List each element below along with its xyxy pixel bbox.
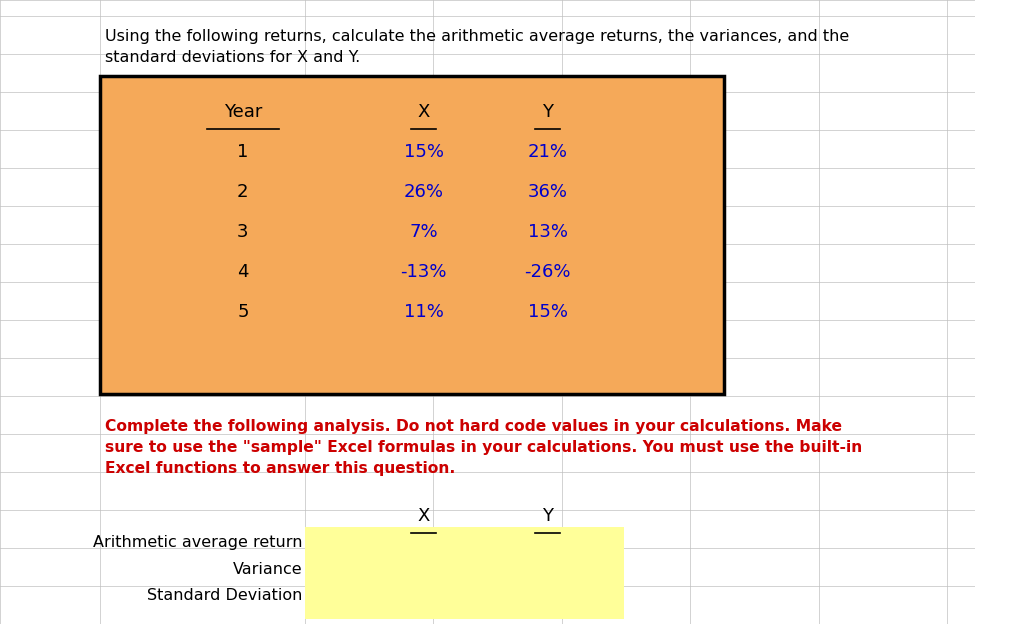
Text: 15%: 15% (527, 303, 567, 321)
FancyBboxPatch shape (305, 527, 624, 619)
Text: 36%: 36% (527, 183, 567, 201)
Text: 7%: 7% (410, 223, 438, 241)
Text: 1: 1 (238, 143, 249, 161)
Text: 11%: 11% (403, 303, 443, 321)
Text: 5: 5 (238, 303, 249, 321)
Text: 13%: 13% (527, 223, 567, 241)
Text: Y: Y (542, 507, 553, 525)
Text: Arithmetic average return: Arithmetic average return (93, 535, 303, 550)
Text: Year: Year (223, 103, 262, 121)
FancyBboxPatch shape (100, 76, 724, 394)
Text: -26%: -26% (524, 263, 570, 281)
Text: -13%: -13% (400, 263, 447, 281)
Text: Variance: Variance (233, 562, 303, 577)
Text: 2: 2 (238, 183, 249, 201)
Text: Standard Deviation: Standard Deviation (147, 588, 303, 603)
Text: 4: 4 (238, 263, 249, 281)
Text: 15%: 15% (403, 143, 443, 161)
Text: 3: 3 (238, 223, 249, 241)
Text: X: X (418, 103, 430, 121)
Text: Y: Y (542, 103, 553, 121)
Text: X: X (418, 507, 430, 525)
Text: 26%: 26% (403, 183, 443, 201)
Text: Using the following returns, calculate the arithmetic average returns, the varia: Using the following returns, calculate t… (104, 29, 849, 65)
Text: Complete the following analysis. Do not hard code values in your calculations. M: Complete the following analysis. Do not … (104, 419, 862, 476)
Text: 21%: 21% (527, 143, 567, 161)
